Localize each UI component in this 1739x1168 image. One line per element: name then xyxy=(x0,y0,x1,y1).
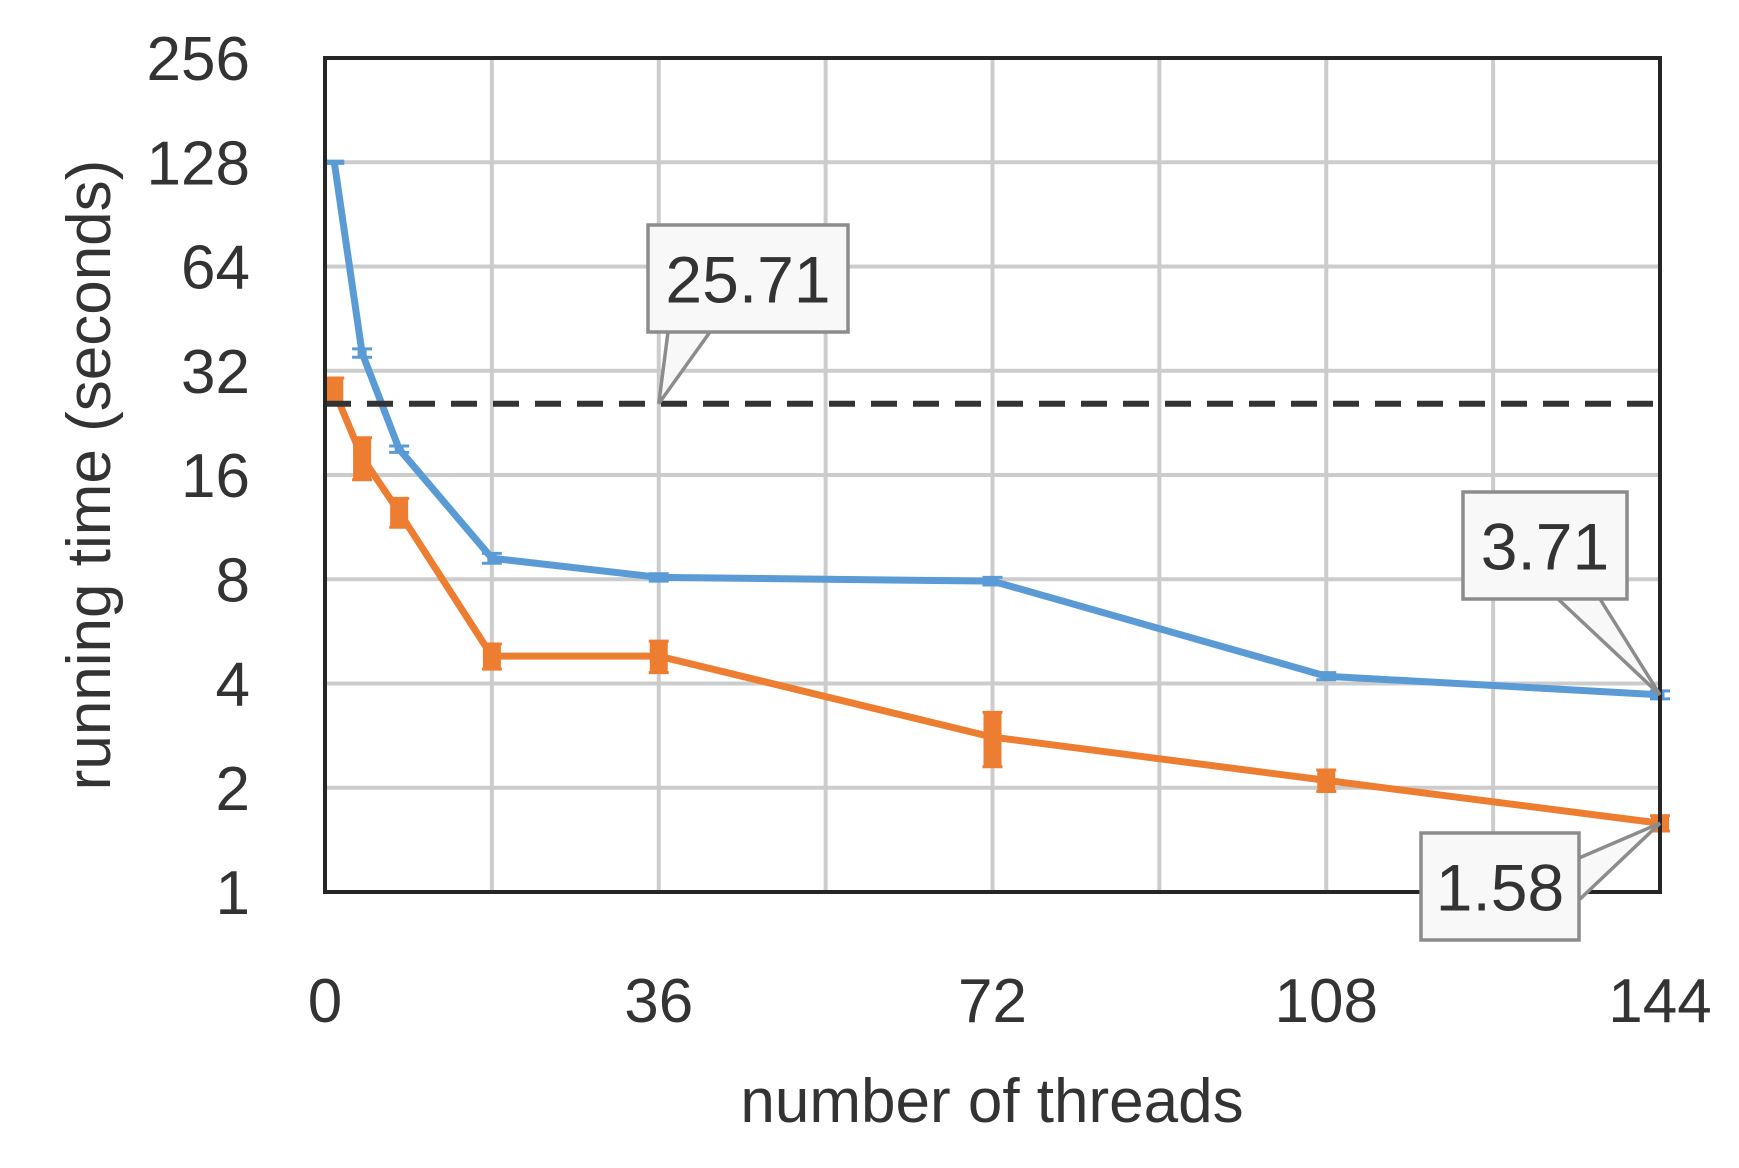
annotation-layer: 25.71 3.71 1.58 xyxy=(646,223,1662,942)
y-tick-label: 4 xyxy=(216,651,250,720)
x-axis-title: number of threads xyxy=(740,1067,1243,1136)
callout-pointer xyxy=(1577,821,1662,902)
x-tick-label: 144 xyxy=(1608,967,1711,1036)
callout-label: 25.71 xyxy=(665,243,830,317)
series-line-0 xyxy=(330,161,1661,699)
plot-frame xyxy=(323,56,1662,894)
x-tick-label: 108 xyxy=(1275,967,1378,1036)
y-tick-label: 16 xyxy=(181,442,250,511)
callout-label: 1.58 xyxy=(1436,851,1564,925)
y-tick-label: 1 xyxy=(216,859,250,928)
y-tick-label: 256 xyxy=(147,25,250,94)
y-tick-label: 32 xyxy=(181,338,250,407)
callout-pointer xyxy=(657,330,712,405)
grid-layer xyxy=(325,58,1660,892)
y-tick-label: 64 xyxy=(181,234,250,303)
y-tick-label: 2 xyxy=(216,755,250,824)
callout-pointer xyxy=(1556,597,1662,697)
y-axis-title: running time (seconds) xyxy=(55,160,124,791)
y-tick-label: 128 xyxy=(147,129,250,198)
series-layer xyxy=(324,159,1670,833)
x-tick-label: 0 xyxy=(308,967,342,1036)
x-tick-label: 72 xyxy=(958,967,1027,1036)
x-tick-labels: 0 36 72 108 144 xyxy=(308,967,1712,1036)
y-tick-labels: 1 2 4 8 16 32 64 128 256 xyxy=(147,25,250,928)
x-tick-label: 36 xyxy=(624,967,693,1036)
callout-box xyxy=(1461,490,1629,601)
y-tick-label: 8 xyxy=(216,546,250,615)
callout-box xyxy=(646,223,850,334)
callout-box xyxy=(1419,831,1581,942)
callout-label: 3.71 xyxy=(1481,510,1609,584)
